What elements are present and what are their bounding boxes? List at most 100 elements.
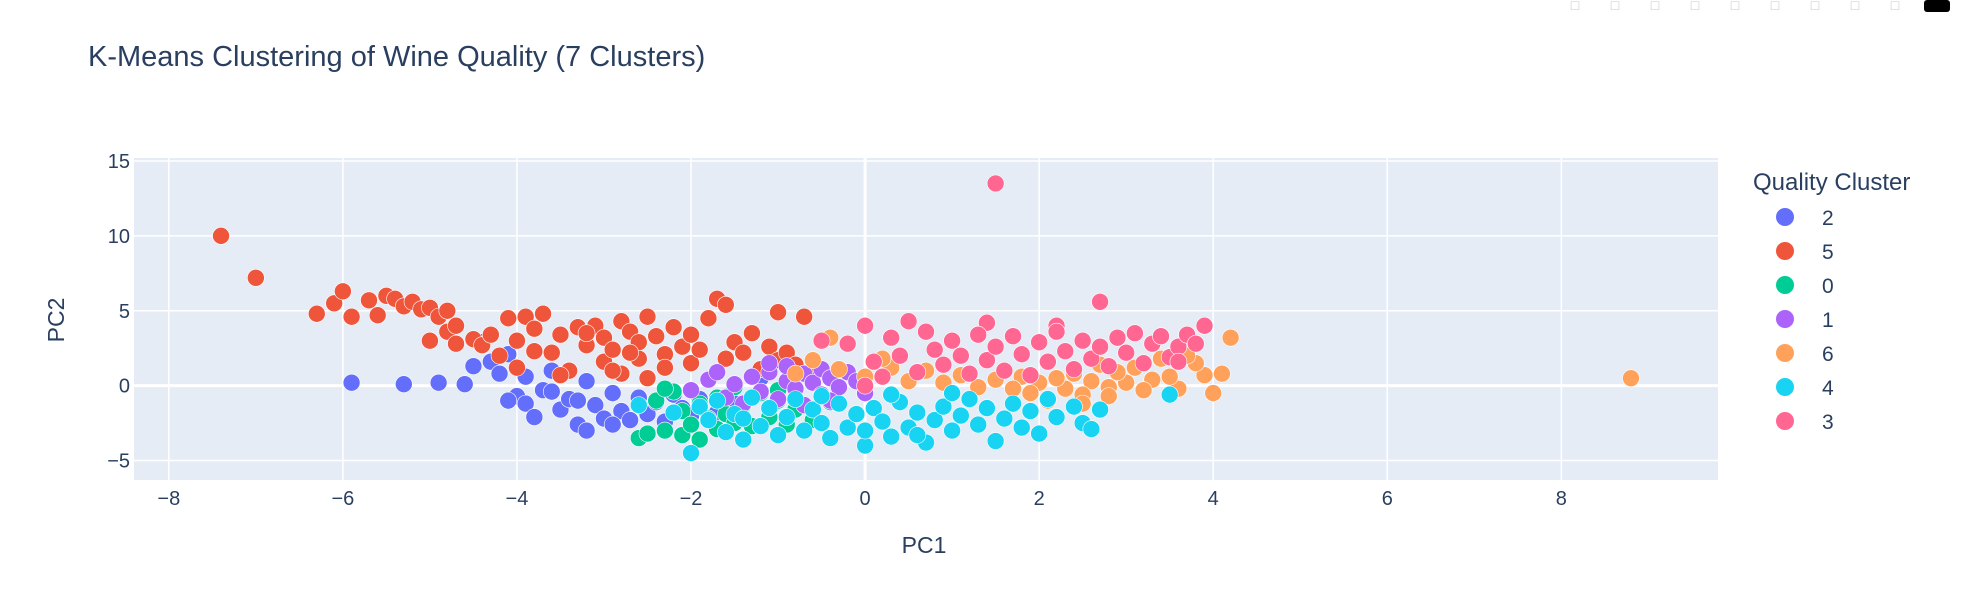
data-point[interactable] [1213,364,1231,383]
data-point[interactable] [917,322,935,341]
data-point[interactable] [682,325,700,344]
data-point[interactable] [986,174,1005,193]
data-point[interactable] [777,408,796,426]
data-point[interactable] [743,324,761,343]
data-point[interactable] [856,316,874,335]
data-point[interactable] [960,364,979,383]
data-point[interactable] [586,396,605,414]
data-point[interactable] [1056,342,1075,361]
data-point[interactable] [577,421,596,440]
data-point[interactable] [603,415,622,434]
data-point[interactable] [873,367,892,386]
data-point[interactable] [812,331,831,350]
data-point[interactable] [882,385,900,404]
data-point[interactable] [1195,366,1214,384]
data-point[interactable] [943,384,961,402]
data-point[interactable] [629,396,648,414]
data-point[interactable] [1134,381,1153,399]
data-point[interactable] [908,363,927,381]
data-point[interactable] [690,340,709,359]
data-point[interactable] [925,411,944,429]
data-point[interactable] [812,414,831,432]
data-point[interactable] [717,423,735,441]
data-point[interactable] [986,432,1005,450]
data-point[interactable] [551,325,570,344]
data-point[interactable] [656,358,674,377]
data-point[interactable] [986,337,1005,356]
data-point[interactable] [743,367,761,386]
data-point[interactable] [638,307,657,326]
data-point[interactable] [1082,420,1101,438]
data-point[interactable] [786,390,805,408]
data-point[interactable] [525,319,544,338]
data-point[interactable] [882,427,900,446]
data-point[interactable] [508,358,526,377]
data-point[interactable] [395,375,413,393]
data-point[interactable] [638,369,657,387]
data-point[interactable] [873,412,892,431]
data-point[interactable] [856,436,874,455]
data-point[interactable] [699,309,718,328]
data-point[interactable] [934,355,953,374]
data-point[interactable] [891,346,909,365]
data-point[interactable] [595,328,613,347]
data-point[interactable] [751,417,770,435]
data-point[interactable] [1126,324,1144,343]
data-point[interactable] [212,227,230,245]
data-point[interactable] [307,304,326,323]
data-point[interactable] [1030,333,1048,352]
data-point[interactable] [864,352,883,371]
data-point[interactable] [342,307,361,326]
data-point[interactable] [717,349,735,368]
data-point[interactable] [1195,316,1214,335]
data-point[interactable] [438,301,457,320]
data-point[interactable] [717,295,735,314]
data-point[interactable] [769,303,787,322]
data-point[interactable] [1134,354,1153,372]
data-point[interactable] [1221,328,1240,347]
legend-item[interactable]: 3 [1776,411,1834,434]
data-point[interactable] [960,390,979,408]
data-point[interactable] [795,421,813,440]
data-point[interactable] [621,343,639,362]
data-point[interactable] [603,361,622,380]
box-select-icon[interactable]: □ [1690,0,1700,12]
data-point[interactable] [1091,337,1109,356]
data-point[interactable] [821,429,840,447]
data-point[interactable] [525,408,544,426]
data-point[interactable] [1039,390,1057,408]
data-point[interactable] [490,364,509,383]
legend-item[interactable]: 6 [1776,343,1834,366]
data-point[interactable] [455,375,474,393]
data-point[interactable] [708,363,726,381]
data-point[interactable] [1004,327,1022,346]
data-point[interactable] [464,357,483,375]
data-point[interactable] [551,366,570,384]
data-point[interactable] [1021,366,1040,384]
data-point[interactable] [760,354,779,372]
data-point[interactable] [978,313,996,332]
data-point[interactable] [760,399,779,417]
data-point[interactable] [508,331,526,350]
plotly-logo-icon[interactable] [1924,0,1950,12]
data-point[interactable] [864,399,883,417]
data-point[interactable] [342,373,361,392]
data-point[interactable] [830,394,848,413]
data-point[interactable] [743,388,761,407]
data-point[interactable] [978,399,996,417]
data-point[interactable] [499,391,518,410]
data-point[interactable] [1160,385,1179,404]
data-point[interactable] [1047,322,1066,341]
lasso-icon[interactable]: □ [1730,0,1740,12]
data-point[interactable] [952,406,970,425]
data-point[interactable] [769,426,787,444]
data-point[interactable] [542,382,561,401]
data-point[interactable] [1187,334,1205,353]
data-point[interactable] [368,306,387,325]
data-point[interactable] [664,403,683,422]
data-point[interactable] [1160,367,1179,386]
data-point[interactable] [995,361,1014,380]
data-point[interactable] [682,444,700,462]
data-point[interactable] [656,421,674,440]
data-point[interactable] [1108,328,1127,347]
